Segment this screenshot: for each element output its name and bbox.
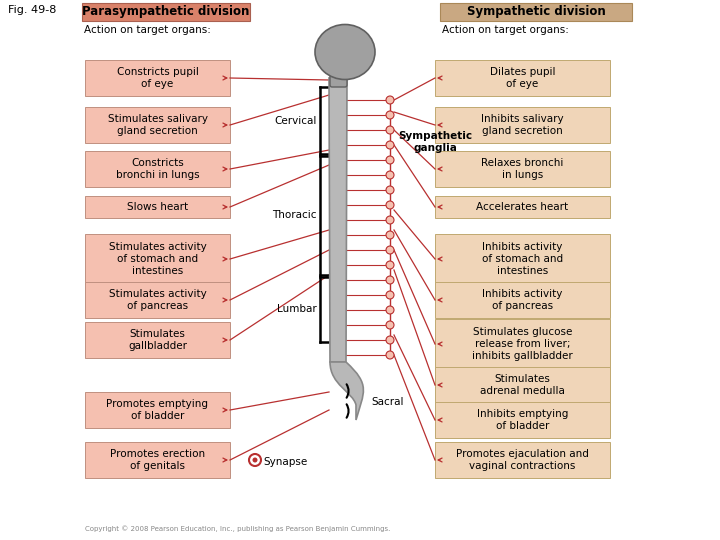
- FancyBboxPatch shape: [85, 282, 230, 318]
- FancyBboxPatch shape: [435, 367, 610, 403]
- Circle shape: [386, 351, 394, 359]
- FancyBboxPatch shape: [85, 234, 230, 284]
- FancyBboxPatch shape: [85, 442, 230, 478]
- FancyBboxPatch shape: [435, 234, 610, 284]
- Text: Stimulates activity
of pancreas: Stimulates activity of pancreas: [109, 289, 207, 311]
- Text: Action on target organs:: Action on target organs:: [84, 25, 211, 35]
- FancyBboxPatch shape: [435, 60, 610, 96]
- FancyBboxPatch shape: [435, 402, 610, 438]
- Text: Sympathetic division: Sympathetic division: [467, 5, 606, 18]
- Circle shape: [386, 141, 394, 149]
- Circle shape: [386, 96, 394, 104]
- Circle shape: [386, 186, 394, 194]
- Circle shape: [386, 336, 394, 344]
- Circle shape: [386, 201, 394, 209]
- FancyBboxPatch shape: [85, 196, 230, 218]
- Text: Dilates pupil
of eye: Dilates pupil of eye: [490, 67, 555, 89]
- Text: Promotes emptying
of bladder: Promotes emptying of bladder: [107, 399, 209, 421]
- Circle shape: [386, 126, 394, 134]
- Text: Slows heart: Slows heart: [127, 202, 188, 212]
- FancyBboxPatch shape: [435, 282, 610, 318]
- Text: Parasympathetic division: Parasympathetic division: [82, 5, 250, 18]
- Text: Promotes ejaculation and
vaginal contractions: Promotes ejaculation and vaginal contrac…: [456, 449, 589, 471]
- Text: Constricts
bronchi in lungs: Constricts bronchi in lungs: [116, 158, 199, 180]
- Circle shape: [386, 306, 394, 314]
- PathPatch shape: [330, 362, 364, 420]
- Text: Lumbar: Lumbar: [277, 305, 317, 314]
- Text: Inhibits salivary
gland secretion: Inhibits salivary gland secretion: [481, 114, 564, 136]
- Text: Inhibits activity
of pancreas: Inhibits activity of pancreas: [482, 289, 563, 311]
- Circle shape: [386, 246, 394, 254]
- Text: Action on target organs:: Action on target organs:: [442, 25, 569, 35]
- Circle shape: [386, 291, 394, 299]
- Circle shape: [386, 171, 394, 179]
- Text: Inhibits emptying
of bladder: Inhibits emptying of bladder: [477, 409, 568, 431]
- Text: Promotes erection
of genitals: Promotes erection of genitals: [110, 449, 205, 471]
- FancyBboxPatch shape: [435, 151, 610, 187]
- Circle shape: [386, 276, 394, 284]
- Text: Stimulates
adrenal medulla: Stimulates adrenal medulla: [480, 374, 565, 396]
- Text: Sacral: Sacral: [371, 397, 403, 407]
- Circle shape: [253, 457, 258, 462]
- Text: Accelerates heart: Accelerates heart: [477, 202, 569, 212]
- Circle shape: [386, 156, 394, 164]
- Text: Fig. 49-8: Fig. 49-8: [8, 5, 56, 15]
- Text: Stimulates activity
of stomach and
intestines: Stimulates activity of stomach and intes…: [109, 242, 207, 275]
- Text: Sympathetic
ganglia: Sympathetic ganglia: [398, 131, 472, 153]
- FancyBboxPatch shape: [435, 319, 610, 369]
- Text: Relaxes bronchi
in lungs: Relaxes bronchi in lungs: [481, 158, 564, 180]
- Text: Synapse: Synapse: [263, 457, 307, 467]
- Text: Copyright © 2008 Pearson Education, Inc., publishing as Pearson Benjamin Cumming: Copyright © 2008 Pearson Education, Inc.…: [85, 525, 390, 532]
- FancyBboxPatch shape: [435, 196, 610, 218]
- Circle shape: [386, 216, 394, 224]
- Text: Stimulates glucose
release from liver;
inhibits gallbladder: Stimulates glucose release from liver; i…: [472, 327, 573, 361]
- FancyBboxPatch shape: [435, 442, 610, 478]
- Circle shape: [386, 261, 394, 269]
- Circle shape: [249, 454, 261, 466]
- Text: Stimulates salivary
gland secretion: Stimulates salivary gland secretion: [107, 114, 207, 136]
- Ellipse shape: [315, 24, 375, 79]
- FancyBboxPatch shape: [85, 60, 230, 96]
- FancyBboxPatch shape: [82, 3, 250, 21]
- Polygon shape: [329, 78, 347, 362]
- FancyBboxPatch shape: [85, 107, 230, 143]
- Circle shape: [386, 111, 394, 119]
- Text: Inhibits activity
of stomach and
intestines: Inhibits activity of stomach and intesti…: [482, 242, 563, 275]
- Circle shape: [386, 231, 394, 239]
- FancyBboxPatch shape: [435, 107, 610, 143]
- FancyBboxPatch shape: [85, 392, 230, 428]
- Circle shape: [386, 321, 394, 329]
- FancyBboxPatch shape: [330, 48, 347, 87]
- Text: Cervical: Cervical: [274, 116, 317, 125]
- FancyBboxPatch shape: [440, 3, 632, 21]
- FancyBboxPatch shape: [85, 151, 230, 187]
- Text: Constricts pupil
of eye: Constricts pupil of eye: [117, 67, 199, 89]
- Text: Thoracic: Thoracic: [272, 211, 317, 220]
- FancyBboxPatch shape: [85, 322, 230, 358]
- Text: Stimulates
gallbladder: Stimulates gallbladder: [128, 329, 187, 351]
